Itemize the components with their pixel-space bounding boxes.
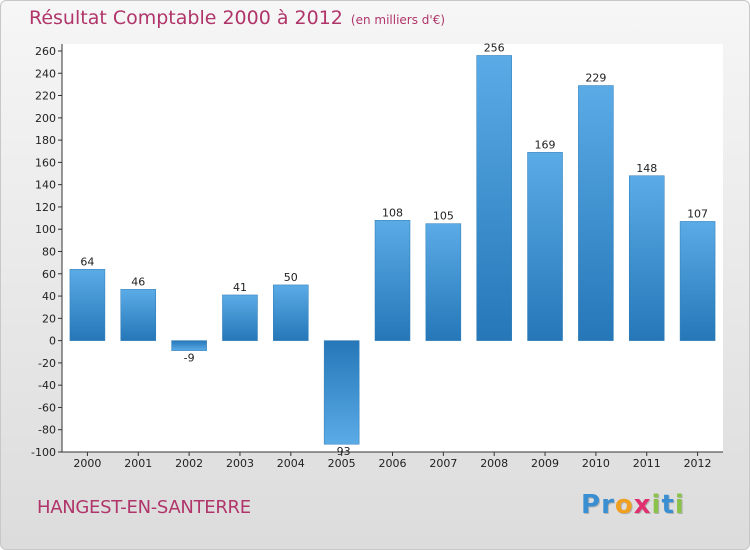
y-tick-label: 220 bbox=[35, 90, 56, 103]
x-tick-label: 2005 bbox=[328, 457, 356, 470]
data-label-2007: 105 bbox=[433, 210, 454, 223]
x-tick-label: 2007 bbox=[429, 457, 457, 470]
y-tick-label: 60 bbox=[42, 268, 56, 281]
y-tick-label: 20 bbox=[42, 312, 56, 325]
logo-letter: P bbox=[581, 490, 602, 520]
y-tick-label: 40 bbox=[42, 290, 56, 303]
x-tick-label: 2012 bbox=[684, 457, 712, 470]
x-tick-label: 2006 bbox=[379, 457, 407, 470]
bar-2011 bbox=[628, 175, 665, 341]
data-label-2006: 108 bbox=[382, 206, 403, 219]
x-tick-label: 2010 bbox=[582, 457, 610, 470]
y-tick-label: 100 bbox=[35, 223, 56, 236]
logo-letter: t bbox=[661, 490, 675, 520]
y-tick-label: 260 bbox=[35, 45, 56, 58]
data-label-2010: 229 bbox=[585, 72, 606, 85]
bar-2000 bbox=[69, 269, 106, 341]
bar-2009 bbox=[527, 152, 563, 341]
bar-2002 bbox=[171, 340, 207, 351]
bar-2007 bbox=[425, 223, 462, 341]
data-label-2000: 64 bbox=[80, 255, 94, 268]
y-tick-label: 240 bbox=[35, 67, 56, 80]
y-tick-label: 0 bbox=[49, 335, 56, 348]
bar-2005 bbox=[323, 340, 360, 445]
y-tick-label: 120 bbox=[35, 201, 56, 214]
bars bbox=[69, 55, 716, 445]
bar-2004 bbox=[273, 284, 309, 341]
y-tick-label: 80 bbox=[42, 246, 56, 259]
x-tick-label: 2008 bbox=[480, 457, 508, 470]
y-tick-label: -20 bbox=[38, 357, 56, 370]
x-tick-label: 2009 bbox=[531, 457, 559, 470]
location-name: HANGEST-EN-SANTERRE bbox=[37, 497, 251, 518]
logo-letter: r bbox=[601, 490, 615, 520]
chart-title-text: Résultat Comptable 2000 à 2012 bbox=[29, 7, 343, 29]
data-label-2009: 169 bbox=[535, 138, 556, 151]
bar-2003 bbox=[222, 294, 258, 341]
x-tick-label: 2002 bbox=[175, 457, 203, 470]
y-tick-label: 140 bbox=[35, 179, 56, 192]
logo-letter: o bbox=[614, 490, 634, 520]
data-label-2002: -9 bbox=[184, 352, 195, 365]
logo-letter: i bbox=[674, 490, 685, 520]
bar-2001 bbox=[120, 289, 157, 341]
x-tick-label: 2000 bbox=[73, 457, 101, 470]
x-axis: 2000 2001 2002 2003 2004 2005 2006 2007 2008 2009… bbox=[73, 452, 712, 470]
y-tick-label: -100 bbox=[31, 446, 56, 459]
y-tick-label: 160 bbox=[35, 156, 56, 169]
x-tick-label: 2003 bbox=[226, 457, 254, 470]
y-tick-label: -40 bbox=[38, 379, 56, 392]
bar-2012 bbox=[679, 221, 716, 341]
chart-title: Résultat Comptable 2000 à 2012 (en millie… bbox=[29, 7, 445, 29]
data-label-2001: 46 bbox=[131, 275, 145, 288]
y-axis: 260240220200180160140120100806040200-20-… bbox=[31, 45, 62, 459]
data-label-2012: 107 bbox=[687, 207, 708, 220]
data-label-2003: 41 bbox=[233, 281, 247, 294]
data-label-2004: 50 bbox=[284, 271, 298, 284]
y-tick-label: -60 bbox=[38, 401, 56, 414]
data-label-2011: 148 bbox=[636, 162, 657, 175]
bar-2008 bbox=[476, 55, 512, 341]
y-tick-label: 180 bbox=[35, 134, 56, 147]
logo-letter: x bbox=[633, 490, 652, 520]
x-tick-label: 2011 bbox=[633, 457, 661, 470]
data-label-2008: 256 bbox=[484, 41, 505, 54]
logo-letter: i bbox=[651, 490, 662, 520]
chart-subtitle: (en milliers d'€) bbox=[350, 13, 446, 27]
y-tick-label: -80 bbox=[38, 424, 56, 437]
y-tick-label: 200 bbox=[35, 112, 56, 125]
bar-2010 bbox=[578, 85, 614, 341]
proxiti-logo: Proxiti bbox=[581, 490, 685, 520]
x-tick-label: 2004 bbox=[277, 457, 305, 470]
bar-2006 bbox=[374, 220, 411, 341]
x-tick-label: 2001 bbox=[124, 457, 152, 470]
